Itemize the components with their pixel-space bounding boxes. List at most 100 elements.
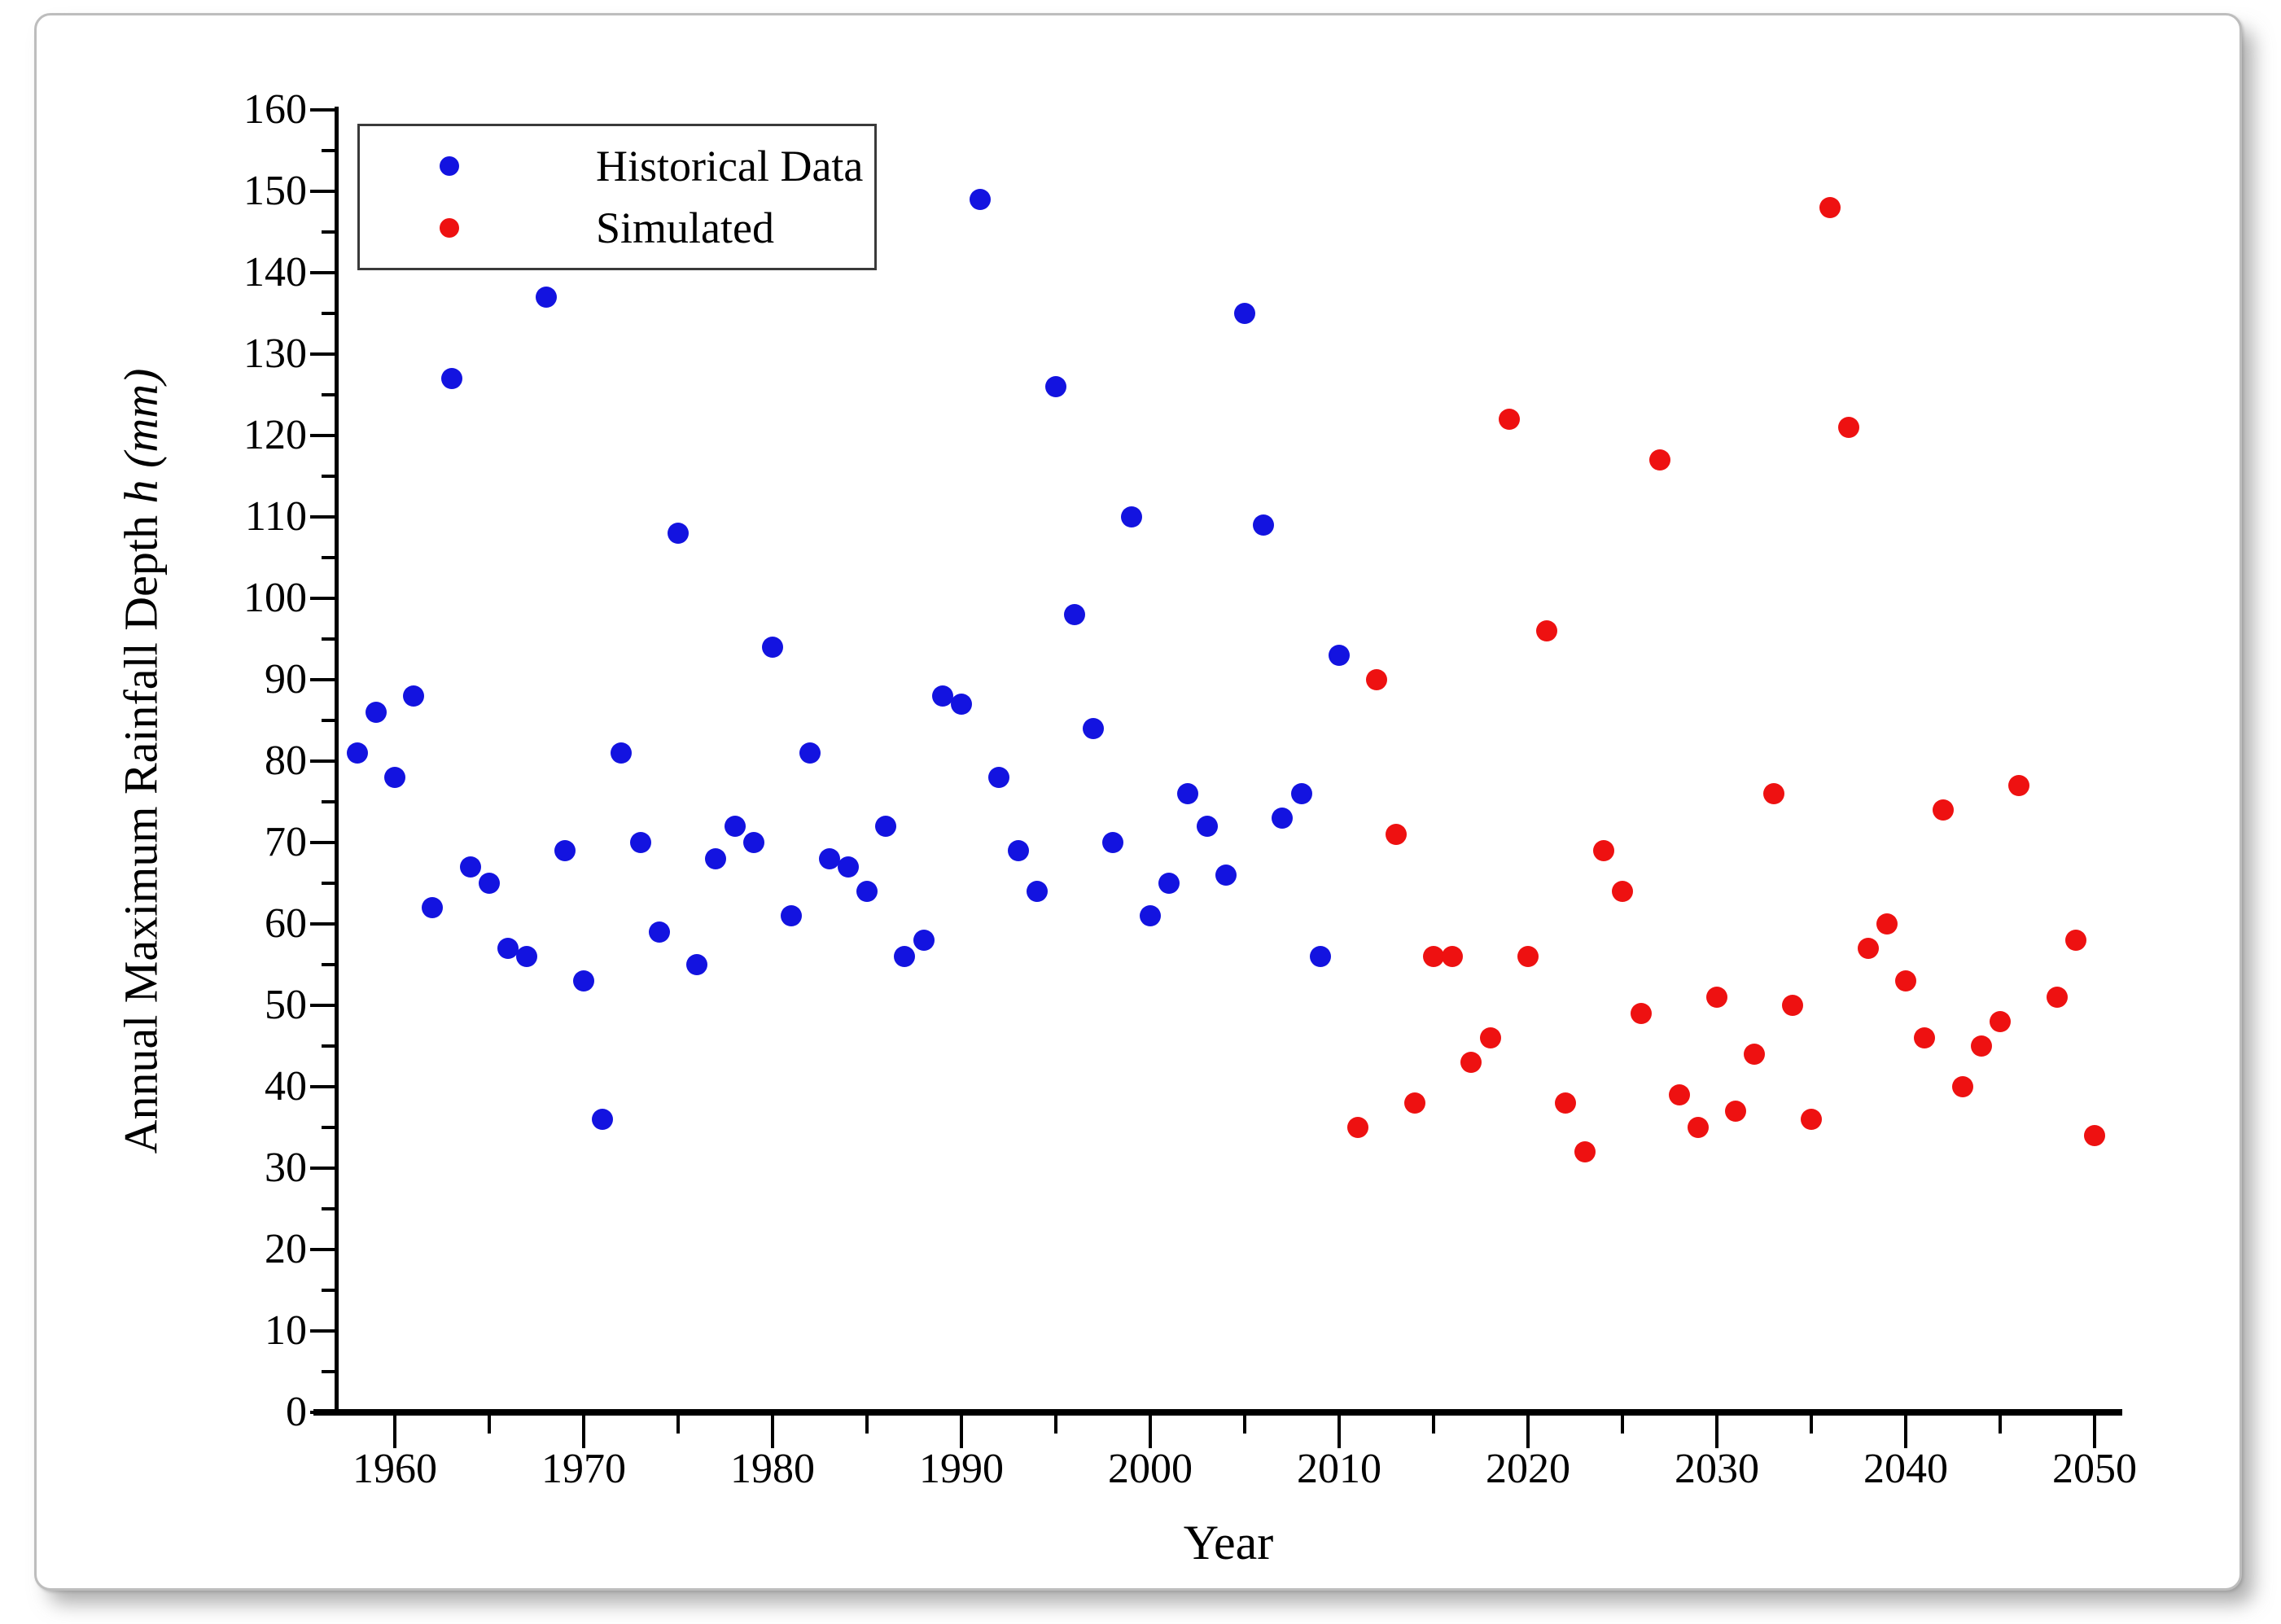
x-minor-tick	[1999, 1416, 2002, 1434]
historical-data-point	[762, 637, 783, 658]
y-tick-label: 160	[243, 86, 307, 133]
historical-data-point	[384, 767, 405, 788]
x-tick-label: 1980	[730, 1446, 815, 1492]
x-major-tick	[582, 1416, 585, 1448]
x-major-tick	[2093, 1416, 2096, 1448]
historical-data-point	[554, 840, 576, 861]
historical-data-point	[440, 368, 462, 389]
y-major-tick	[310, 678, 335, 681]
y-major-tick	[310, 1085, 335, 1088]
historical-data-point	[668, 523, 689, 544]
x-tick-label: 1970	[541, 1446, 626, 1492]
historical-data-point	[856, 881, 878, 902]
x-major-tick	[1338, 1416, 1341, 1448]
simulated-data-point	[1744, 1044, 1766, 1065]
simulated-data-point	[1517, 946, 1539, 967]
y-tick-label: 70	[265, 819, 307, 865]
y-tick-label: 50	[265, 982, 307, 1028]
simulated-data-point	[1385, 824, 1407, 845]
y-major-tick	[310, 515, 335, 519]
y-major-tick	[310, 190, 335, 193]
y-minor-tick	[322, 1289, 335, 1292]
historical-data-point	[1064, 604, 1086, 625]
simulated-data-point	[1555, 1092, 1577, 1114]
historical-data-point	[648, 921, 670, 943]
historical-data-point	[1290, 783, 1312, 804]
simulated-data-point	[1725, 1101, 1747, 1122]
simulated-data-point	[1479, 1027, 1501, 1048]
historical-data-point	[629, 832, 651, 853]
y-axis-title-variable: h	[114, 479, 168, 504]
x-tick-label: 2000	[1108, 1446, 1193, 1492]
y-major-tick	[310, 597, 335, 600]
simulated-data-point	[1574, 1141, 1596, 1162]
simulated-data-point	[1536, 620, 1558, 641]
simulated-data-point	[1933, 799, 1955, 821]
legend-row-historical: Historical Data	[360, 143, 874, 189]
x-tick-label: 2040	[1863, 1446, 1948, 1492]
simulated-data-point	[1366, 669, 1388, 690]
historical-data-point	[970, 189, 992, 210]
historical-data-point	[1158, 873, 1180, 894]
y-tick-label: 110	[244, 493, 307, 540]
x-minor-tick	[1243, 1416, 1246, 1434]
simulated-data-point	[1442, 946, 1464, 967]
y-axis-title-text: Annual Maximum Rainfall Depth	[114, 514, 168, 1154]
simulated-data-point	[1592, 840, 1614, 861]
historical-data-point	[781, 905, 803, 926]
historical-data-point	[724, 816, 746, 837]
x-minor-tick	[488, 1416, 491, 1434]
y-minor-tick	[322, 800, 335, 803]
historical-data-point	[592, 1109, 614, 1130]
historical-data-point	[951, 694, 972, 715]
x-major-tick	[1904, 1416, 1907, 1448]
y-tick-label: 0	[286, 1389, 307, 1435]
historical-data-point	[422, 897, 444, 918]
y-major-tick	[310, 434, 335, 437]
simulated-data-point	[1857, 938, 1879, 959]
y-tick-label: 60	[265, 900, 307, 947]
historical-data-point	[1253, 514, 1275, 536]
historical-data-point	[573, 970, 594, 991]
historical-data-point	[1196, 816, 1218, 837]
x-major-tick	[1715, 1416, 1718, 1448]
y-minor-tick	[322, 1207, 335, 1210]
y-tick-label: 80	[265, 738, 307, 784]
y-major-tick	[310, 1004, 335, 1007]
x-major-tick	[1149, 1416, 1152, 1448]
y-axis-title: Annual Maximum Rainfall Depth h (mm)	[114, 369, 169, 1154]
x-major-tick	[1526, 1416, 1530, 1448]
x-tick-label: 2020	[1486, 1446, 1570, 1492]
y-tick-label: 140	[243, 249, 307, 295]
historical-data-point	[346, 742, 368, 764]
historical-data-point	[1272, 808, 1294, 829]
y-tick-label: 40	[265, 1063, 307, 1110]
scatter-plot: 1960 1970 1980 1990 2000 2010 2020 2030 2040 2050…	[37, 15, 2239, 1588]
y-tick-label: 10	[265, 1307, 307, 1354]
simulated-data-point	[1631, 1003, 1653, 1024]
y-minor-tick	[322, 637, 335, 641]
simulated-data-point	[1781, 995, 1803, 1016]
y-major-tick	[310, 271, 335, 274]
historical-data-point	[1329, 645, 1350, 666]
x-minor-tick	[1621, 1416, 1624, 1434]
y-minor-tick	[322, 230, 335, 234]
y-major-tick	[310, 759, 335, 763]
simulated-data-point	[1460, 1052, 1482, 1073]
historical-data-point	[459, 856, 481, 878]
y-minor-tick	[322, 475, 335, 478]
historical-data-point	[611, 742, 633, 764]
historical-data-point	[479, 873, 500, 894]
y-minor-tick	[322, 1044, 335, 1048]
y-minor-tick	[322, 393, 335, 396]
y-tick-label: 120	[243, 412, 307, 458]
x-minor-tick	[676, 1416, 680, 1434]
simulated-data-point	[1403, 1092, 1425, 1114]
x-axis-line	[313, 1409, 2122, 1416]
y-minor-tick	[322, 149, 335, 152]
legend-label-simulated: Simulated	[596, 204, 774, 253]
simulated-data-point	[2046, 987, 2068, 1008]
simulated-data-point	[1687, 1117, 1709, 1138]
simulated-data-point	[1838, 417, 1860, 438]
